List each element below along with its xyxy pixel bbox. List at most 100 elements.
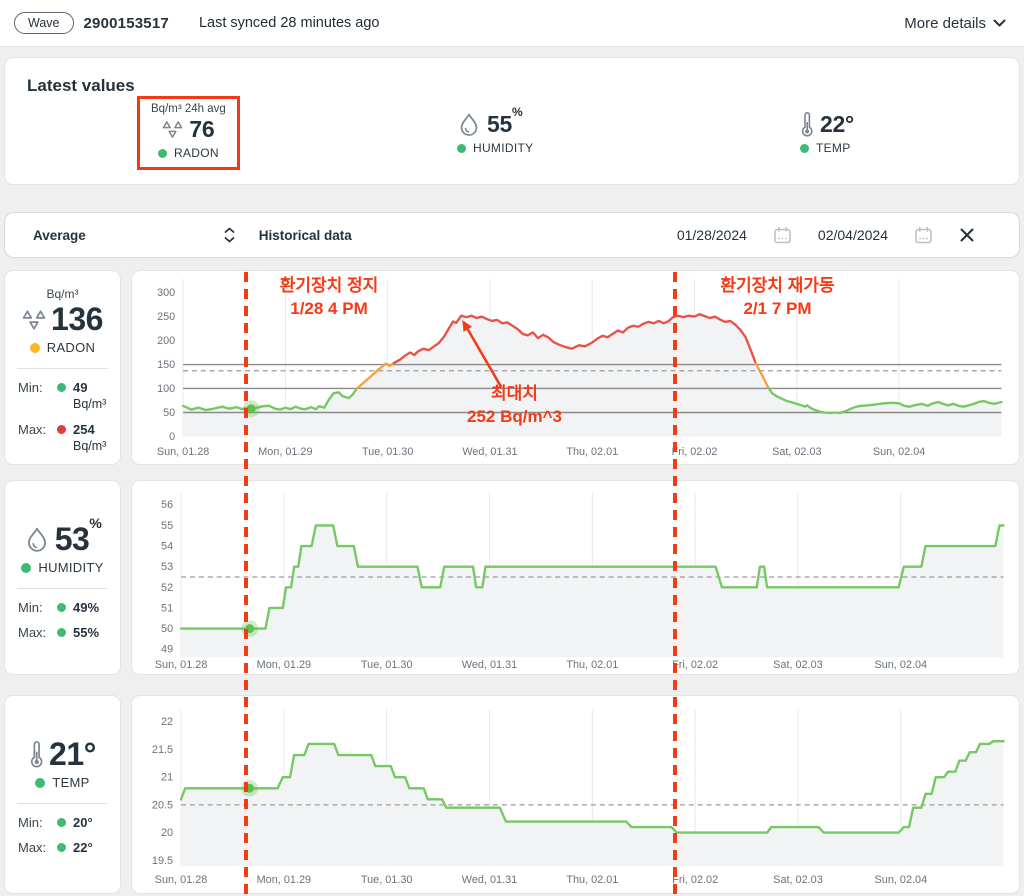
svg-text:50: 50 (161, 623, 173, 635)
svg-text:21: 21 (161, 772, 173, 784)
radon-chart-card: 0 50 100 150 200 250 300 Sun, 01.28 Mon, 01.29 Tu… (131, 270, 1020, 465)
calendar-icon[interactable] (914, 226, 933, 245)
temp-max-row: Max: 22° (5, 840, 120, 856)
humidity-max-value: 55% (73, 625, 100, 641)
svg-text:0: 0 (169, 431, 175, 443)
latest-temp-value: 22° (820, 111, 854, 137)
svg-text:56: 56 (161, 499, 173, 511)
svg-text:150: 150 (157, 359, 175, 371)
svg-text:Mon, 01.29: Mon, 01.29 (257, 659, 311, 671)
date-to-input[interactable]: 02/04/2024 (817, 227, 888, 243)
latest-temp-label: TEMP (816, 141, 851, 155)
humidity-min-value: 49% (73, 600, 100, 615)
svg-text:250: 250 (157, 311, 175, 323)
chevron-down-icon (993, 19, 1006, 26)
temperature-icon (801, 111, 813, 137)
svg-text:300: 300 (157, 287, 175, 299)
more-details-label: More details (904, 14, 986, 32)
humidity-icon (27, 527, 46, 552)
temp-chart: 19.5 20 20.5 21 21.5 22 Sun, 01.28 Mon, 01.29 Tu… (152, 709, 1005, 886)
svg-text:200: 200 (157, 335, 175, 347)
svg-text:21.5: 21.5 (152, 744, 173, 756)
radon-status-dot (157, 148, 167, 158)
svg-text:54: 54 (161, 540, 173, 552)
more-details-button[interactable]: More details (904, 15, 1006, 32)
svg-text:Sun, 02.04: Sun, 02.04 (874, 659, 927, 671)
min-dot (57, 603, 66, 612)
svg-text:Mon, 01.29: Mon, 01.29 (257, 874, 311, 886)
humidity-avg-value: 53 (54, 521, 90, 557)
humidity-chart-card: 49 50 51 52 53 54 55 56 Sun, 01.28 Mon, 01.29 Tue,… (131, 480, 1020, 675)
wave-badge: Wave (14, 12, 74, 34)
svg-text:55: 55 (161, 520, 173, 532)
temp-level-dot (35, 777, 46, 788)
max-dot (57, 843, 66, 853)
humidity-row: 53% HUMIDITY Min: 49% Max: 55% 49 50 51 52 5… (4, 480, 1020, 675)
temp-max-value: 22° (73, 840, 93, 856)
max-dot (57, 424, 66, 434)
divider (17, 368, 108, 369)
average-label: Average (33, 227, 86, 243)
temp-min-value: 20° (73, 815, 93, 830)
svg-text:49: 49 (161, 644, 173, 656)
chevrons-up-down-icon[interactable] (224, 227, 235, 243)
svg-text:Tue, 01.30: Tue, 01.30 (361, 659, 413, 671)
radon-level-dot (29, 342, 40, 353)
svg-text:Mon, 01.29: Mon, 01.29 (258, 446, 312, 458)
radon-row: Bq/m³ 136 RADON Min: 49 Bq/m³ Max: 254 Bq/… (4, 270, 1020, 465)
svg-text:20.5: 20.5 (152, 799, 173, 811)
min-label: Min: (18, 815, 43, 830)
divider (17, 803, 108, 804)
svg-text:Wed, 01.31: Wed, 01.31 (462, 659, 517, 671)
close-icon[interactable] (959, 227, 975, 243)
svg-text:Thu, 02.01: Thu, 02.01 (566, 446, 618, 458)
radon-unit-note: Bq/m³ 24h avg (151, 103, 226, 115)
max-dot (57, 628, 66, 638)
svg-text:Tue, 01.30: Tue, 01.30 (361, 874, 413, 886)
historical-data-tab[interactable]: Historical data (258, 227, 352, 243)
latest-humidity-metric: 55% HUMIDITY (457, 105, 533, 155)
humidity-stat-card: 53% HUMIDITY Min: 49% Max: 55% (4, 480, 121, 675)
humidity-icon (460, 113, 478, 136)
latest-values-card: Latest values Bq/m³ 24h avg 76 RADON 55% (4, 57, 1020, 185)
top-bar: Wave 2900153517 Last synced 28 minutes a… (0, 0, 1024, 47)
svg-text:Wed, 01.31: Wed, 01.31 (462, 874, 517, 886)
date-from-input[interactable]: 01/28/2024 (676, 227, 747, 243)
temp-status-dot (800, 143, 809, 153)
svg-text:100: 100 (157, 383, 175, 395)
radon-max-unit: Bq/m³ (73, 439, 107, 454)
svg-text:Fri, 02.02: Fri, 02.02 (672, 874, 718, 886)
radon-chart: 0 50 100 150 200 250 300 Sun, 01.28 Mon, 01.29 Tu… (157, 278, 1003, 458)
temp-label: TEMP (52, 775, 90, 790)
max-label: Max: (18, 625, 47, 641)
calendar-icon[interactable] (773, 226, 792, 245)
last-synced-text: Last synced 28 minutes ago (198, 15, 380, 31)
max-label: Max: (18, 840, 47, 856)
temp-min-row: Min: 20° (5, 815, 120, 831)
humidity-min-row: Min: 49% (5, 600, 120, 616)
svg-text:53: 53 (161, 561, 173, 573)
temperature-icon (30, 740, 43, 767)
average-selector[interactable]: Average (33, 228, 86, 243)
svg-text:Sun, 02.04: Sun, 02.04 (873, 446, 925, 458)
radon-icon (22, 309, 46, 330)
radon-max-value: 254 (73, 421, 95, 437)
radon-label: RADON (46, 340, 96, 355)
svg-text:Fri, 02.02: Fri, 02.02 (672, 659, 718, 671)
min-label: Min: (18, 600, 43, 615)
svg-text:Sat, 02.03: Sat, 02.03 (773, 659, 823, 671)
svg-text:Sat, 02.03: Sat, 02.03 (773, 874, 823, 886)
svg-text:20: 20 (161, 827, 173, 839)
humidity-unit: % (89, 515, 102, 531)
humidity-chart: 49 50 51 52 53 54 55 56 Sun, 01.28 Mon, 01.29 Tue,… (155, 492, 1005, 671)
svg-text:Sun, 02.04: Sun, 02.04 (875, 874, 928, 886)
svg-text:51: 51 (161, 602, 173, 614)
min-dot (57, 383, 66, 392)
latest-radon-value: 76 (189, 116, 215, 142)
svg-text:Wed, 01.31: Wed, 01.31 (462, 446, 517, 458)
latest-temp-metric: 22° TEMP (800, 110, 854, 155)
humidity-level-dot (21, 562, 32, 573)
humidity-max-row: Max: 55% (5, 625, 120, 641)
radon-unit: Bq/m³ (46, 287, 79, 301)
latest-humidity-value: 55 (487, 111, 512, 137)
